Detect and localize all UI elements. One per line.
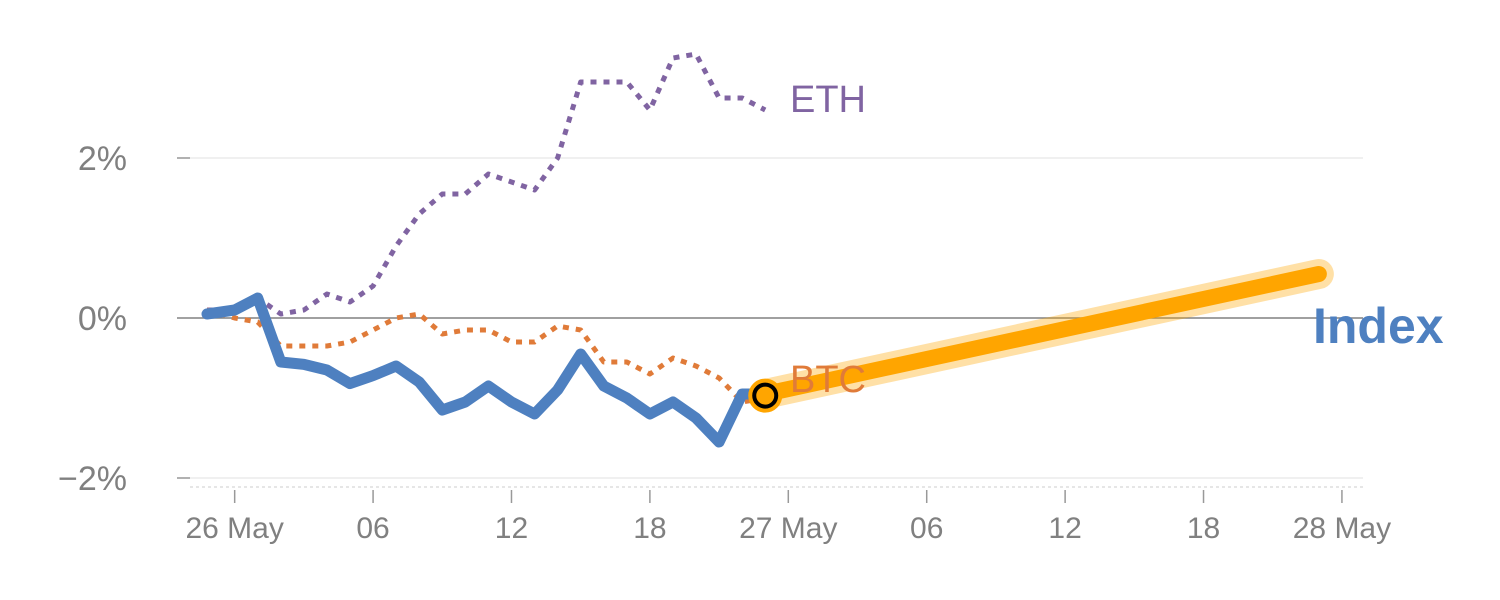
series-layer: [201, 51, 1334, 448]
current-point-marker: [752, 382, 779, 409]
index-line: [201, 292, 771, 448]
index-label: Index: [1313, 298, 1444, 354]
y-axis: −2% 0% 2%: [58, 140, 190, 498]
x-tick-label: 12: [495, 512, 528, 545]
x-tick-label: 28 May: [1293, 512, 1391, 545]
x-tick-label: 18: [1187, 512, 1220, 545]
index-projection-line: [757, 266, 1327, 402]
series-labels: ETH BTC Index: [790, 79, 1444, 401]
grid-layer: [177, 157, 1363, 479]
x-tick-label: 12: [1048, 512, 1081, 545]
btc-line: [206, 307, 766, 405]
y-tick-label: −2%: [58, 460, 127, 498]
x-tick-label: 06: [910, 512, 943, 545]
x-tick-label: 26 May: [185, 512, 283, 545]
x-axis: 26 May 06 12 18 27 May 06 12 18 28 May: [185, 486, 1391, 545]
eth-line: [207, 51, 767, 317]
x-tick-label: 06: [356, 512, 389, 545]
x-tick-label: 27 May: [739, 512, 837, 545]
x-tick-label: 18: [633, 512, 666, 545]
eth-label: ETH: [790, 79, 866, 121]
btc-label: BTC: [790, 359, 866, 401]
y-tick-label: 0%: [78, 300, 127, 338]
y-tick-label: 2%: [78, 140, 127, 178]
